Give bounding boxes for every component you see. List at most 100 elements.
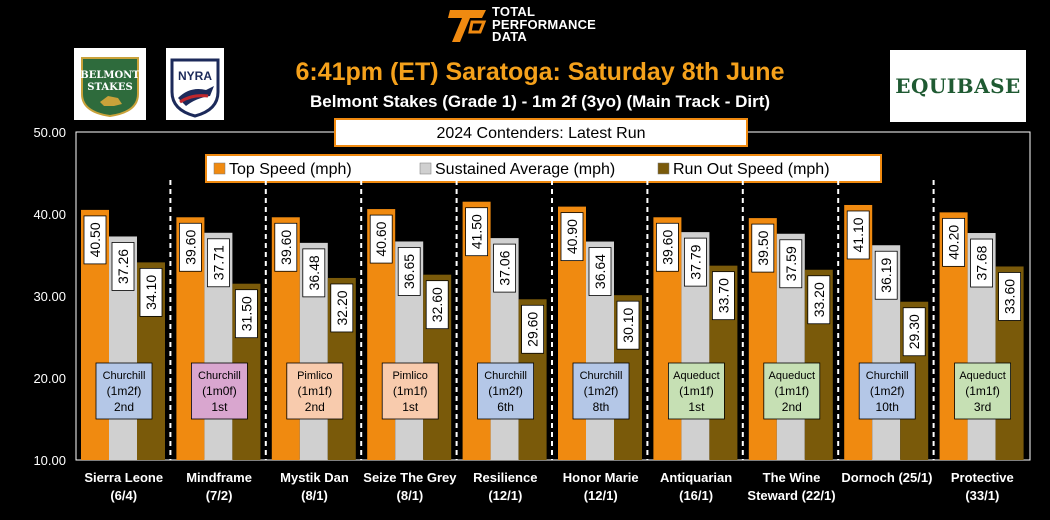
tpd-line-3: DATA: [492, 29, 527, 44]
tpd-mark-icon: [448, 10, 487, 42]
race-info-box: [95, 362, 153, 420]
x-tick-label-odds: (7/2): [206, 488, 233, 503]
data-label: 37.68: [974, 245, 990, 280]
data-label-box: [998, 272, 1021, 321]
race-info-box: [858, 362, 916, 420]
legend-entry: Run Out Speed (mph): [673, 161, 830, 178]
data-label: 40.50: [87, 222, 103, 257]
data-label-box: [684, 237, 707, 287]
data-label: 39.50: [755, 230, 771, 265]
data-label-box: [465, 207, 489, 257]
legend-entry: Sustained Average (mph): [435, 161, 615, 178]
tpd-logo: TOTAL PERFORMANCE DATA: [446, 4, 626, 46]
data-label-box: [712, 271, 735, 321]
race-finish: 2nd: [114, 400, 134, 414]
race-finish: 8th: [593, 400, 610, 414]
x-tick-label: Mindframe: [186, 470, 252, 485]
data-label: 33.60: [1002, 279, 1018, 314]
race-track: Churchill: [866, 370, 909, 382]
equibase-logo: EQUIBASE: [890, 50, 1026, 122]
nyra-text: NYRA: [178, 69, 212, 83]
x-tick-label-odds: (12/1): [584, 488, 618, 503]
x-tick-label-odds: (8/1): [397, 488, 424, 503]
legend-entry: Top Speed (mph): [229, 161, 352, 178]
data-label-box: [656, 222, 679, 272]
data-label-box: [807, 275, 831, 325]
data-label: 30.10: [620, 307, 636, 342]
x-tick-label-odds: (6/4): [110, 488, 137, 503]
data-label: 31.50: [238, 296, 254, 331]
data-label: 40.20: [946, 225, 962, 260]
page-subtitle: Belmont Stakes (Grade 1) - 1m 2f (3yo) (…: [309, 92, 771, 111]
belmont-stakes-logo: BELMONT STAKES: [74, 48, 146, 120]
x-tick-label: Mystik Dan: [280, 470, 349, 485]
race-distance: (1m1f): [774, 384, 809, 398]
legend-swatch: [213, 162, 226, 175]
data-label: 40.90: [564, 219, 580, 254]
data-label: 36.64: [592, 254, 608, 289]
data-label: 40.60: [373, 221, 389, 256]
race-finish: 1st: [402, 400, 419, 414]
x-tick-label: Resilience: [473, 470, 537, 485]
data-label-box: [521, 304, 544, 354]
y-tick-label: 40.00: [33, 207, 66, 222]
x-tick-label: Sierra Leone: [84, 470, 163, 485]
race-finish: 1st: [688, 400, 705, 414]
data-label-box: [874, 250, 898, 300]
equibase-text: EQUIBASE: [895, 74, 1021, 98]
data-label: 36.48: [306, 255, 322, 290]
data-label: 41.10: [850, 217, 866, 252]
tpd-line-1: TOTAL: [492, 4, 536, 19]
race-finish: 10th: [876, 400, 899, 414]
y-tick-label: 10.00: [33, 453, 66, 468]
data-label-box: [139, 267, 163, 317]
data-label: 39.60: [659, 230, 675, 265]
x-tick-label: The Wine: [763, 470, 821, 485]
race-distance: (1m1f): [297, 384, 332, 398]
belmont-line-2: STAKES: [87, 82, 132, 93]
race-distance: (1m1f): [679, 384, 714, 398]
race-info-box: [668, 362, 725, 420]
race-track: Churchill: [484, 370, 527, 382]
data-label-box: [902, 307, 926, 357]
data-label: 37.06: [497, 250, 513, 285]
race-finish: 2nd: [782, 400, 802, 414]
data-label: 37.59: [783, 246, 799, 281]
data-label-box: [330, 283, 354, 333]
x-tick-label: Seize The Grey: [363, 470, 457, 485]
race-info-box: [954, 362, 1011, 420]
data-label: 32.60: [429, 287, 445, 322]
x-tick-label: Honor Marie: [563, 470, 639, 485]
data-label-box: [751, 223, 775, 273]
race-distance: (1m2f): [584, 384, 619, 398]
race-track: Aqueduct: [769, 370, 815, 382]
data-label-box: [234, 289, 258, 339]
race-info-box: [286, 362, 344, 420]
race-track: Aqueduct: [959, 370, 1005, 382]
x-tick-label-odds: Steward (22/1): [747, 488, 835, 503]
chart-title-box: [334, 118, 748, 147]
data-label: 37.71: [210, 245, 226, 280]
data-label-box: [588, 247, 612, 296]
race-info-box: [477, 362, 535, 420]
x-tick-label-odds: (12/1): [488, 488, 522, 503]
data-label: 29.30: [906, 314, 922, 349]
race-info-box: [190, 362, 248, 420]
y-tick-label: 30.00: [33, 289, 66, 304]
data-label-box: [274, 222, 298, 272]
data-label: 36.19: [878, 258, 894, 293]
data-label: 37.79: [687, 244, 703, 279]
y-tick-label: 50.00: [33, 125, 66, 140]
race-finish: 3rd: [974, 400, 991, 414]
nyra-shield-icon: NYRA: [170, 58, 220, 118]
race-distance: (1m2f): [870, 384, 905, 398]
data-label: 33.20: [811, 282, 827, 317]
race-track: Churchill: [198, 370, 241, 382]
x-tick-label: Protective: [951, 470, 1014, 485]
data-label-box: [942, 217, 965, 267]
data-label-box: [369, 214, 393, 264]
data-label-box: [616, 300, 640, 350]
data-label-box: [493, 243, 517, 293]
page-title: 6:41pm (ET) Saratoga: Saturday 8th June: [295, 58, 785, 86]
